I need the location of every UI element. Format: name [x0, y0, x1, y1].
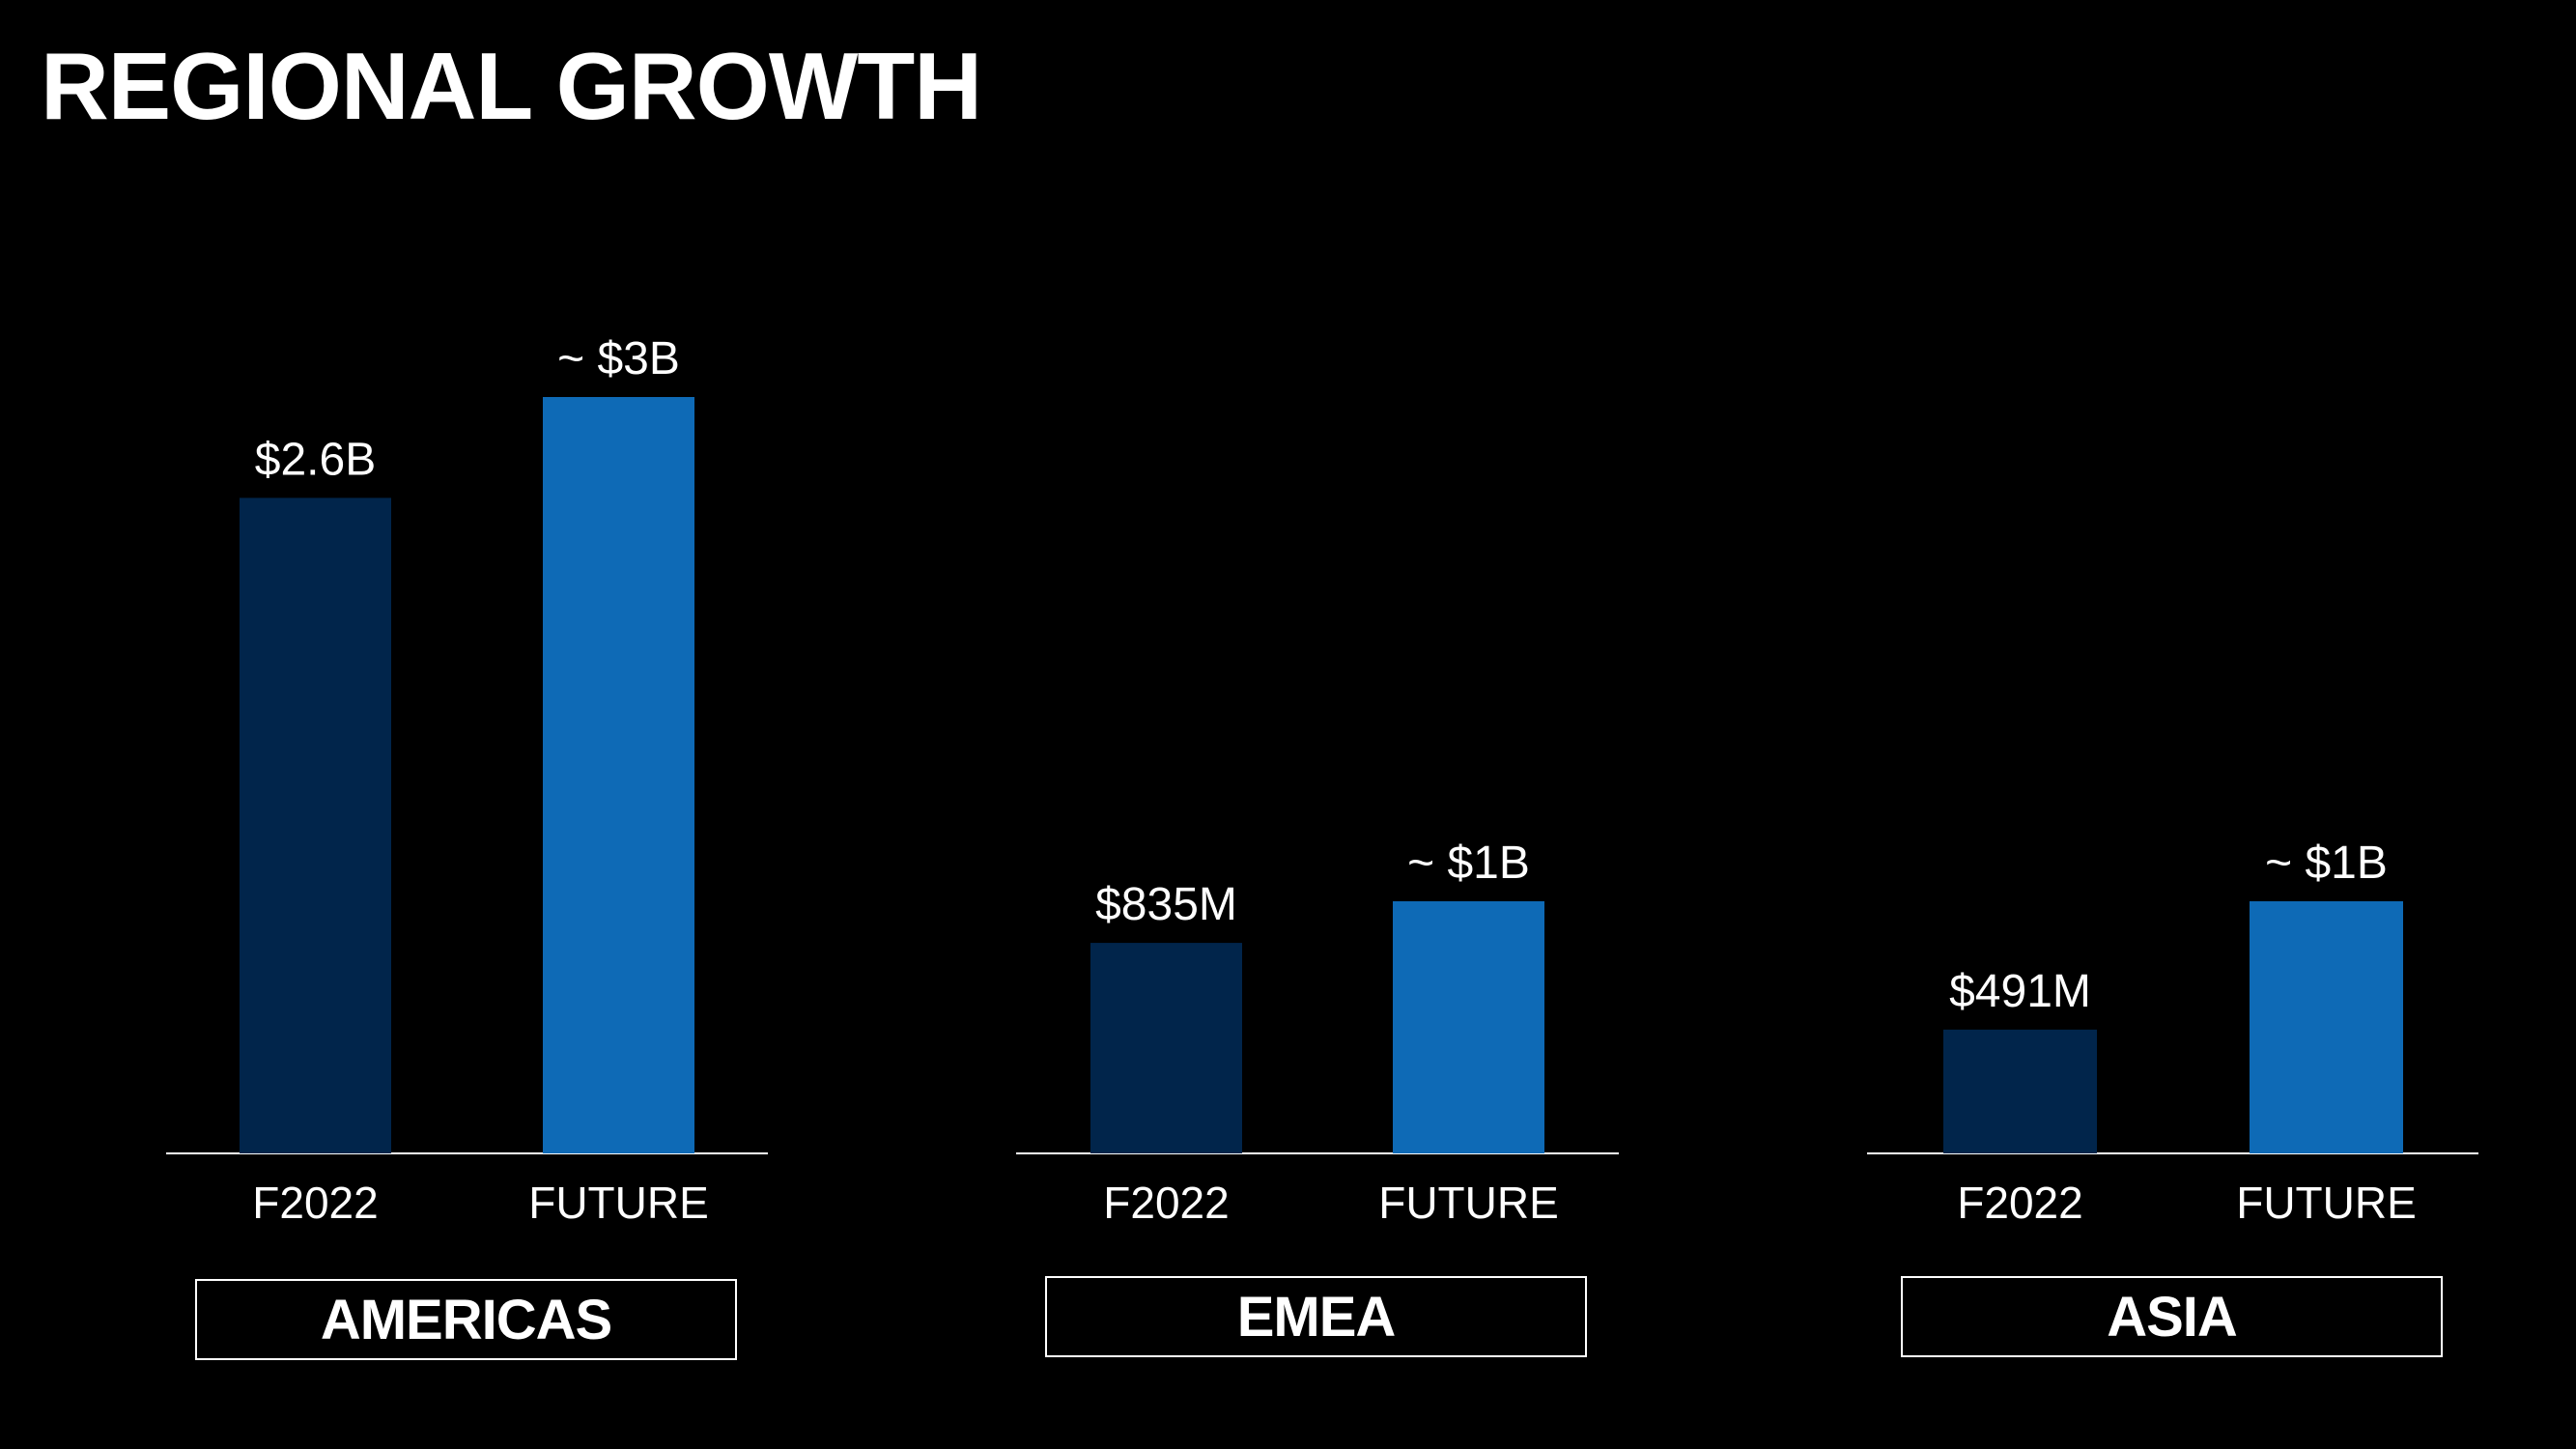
- bar-asia-future: [2250, 901, 2403, 1153]
- tick-label-americas-future: FUTURE: [528, 1178, 709, 1228]
- tick-label-asia-f2022: F2022: [1957, 1178, 2082, 1228]
- tick-label-emea-f2022: F2022: [1103, 1178, 1229, 1228]
- data-label-emea-f2022: $835M: [1095, 879, 1237, 930]
- tick-label-asia-future: FUTURE: [2236, 1178, 2417, 1228]
- bar-emea-f2022: [1090, 943, 1242, 1153]
- data-label-americas-f2022: $2.6B: [255, 434, 376, 485]
- tick-label-emea-future: FUTURE: [1378, 1178, 1559, 1228]
- page-title: REGIONAL GROWTH: [41, 33, 982, 139]
- region-label-asia: ASIA: [1901, 1276, 2443, 1357]
- region-label-americas: AMERICAS: [195, 1279, 737, 1360]
- bar-americas-future: [543, 397, 694, 1153]
- bar-asia-f2022: [1943, 1029, 2097, 1153]
- data-label-emea-future: ~ $1B: [1407, 838, 1530, 889]
- tick-label-americas-f2022: F2022: [252, 1178, 378, 1228]
- data-label-americas-future: ~ $3B: [557, 333, 680, 384]
- region-label-emea: EMEA: [1045, 1276, 1587, 1357]
- bar-emea-future: [1393, 901, 1544, 1153]
- data-label-asia-f2022: $491M: [1949, 966, 2091, 1017]
- bar-americas-f2022: [240, 497, 391, 1153]
- data-label-asia-future: ~ $1B: [2265, 838, 2388, 889]
